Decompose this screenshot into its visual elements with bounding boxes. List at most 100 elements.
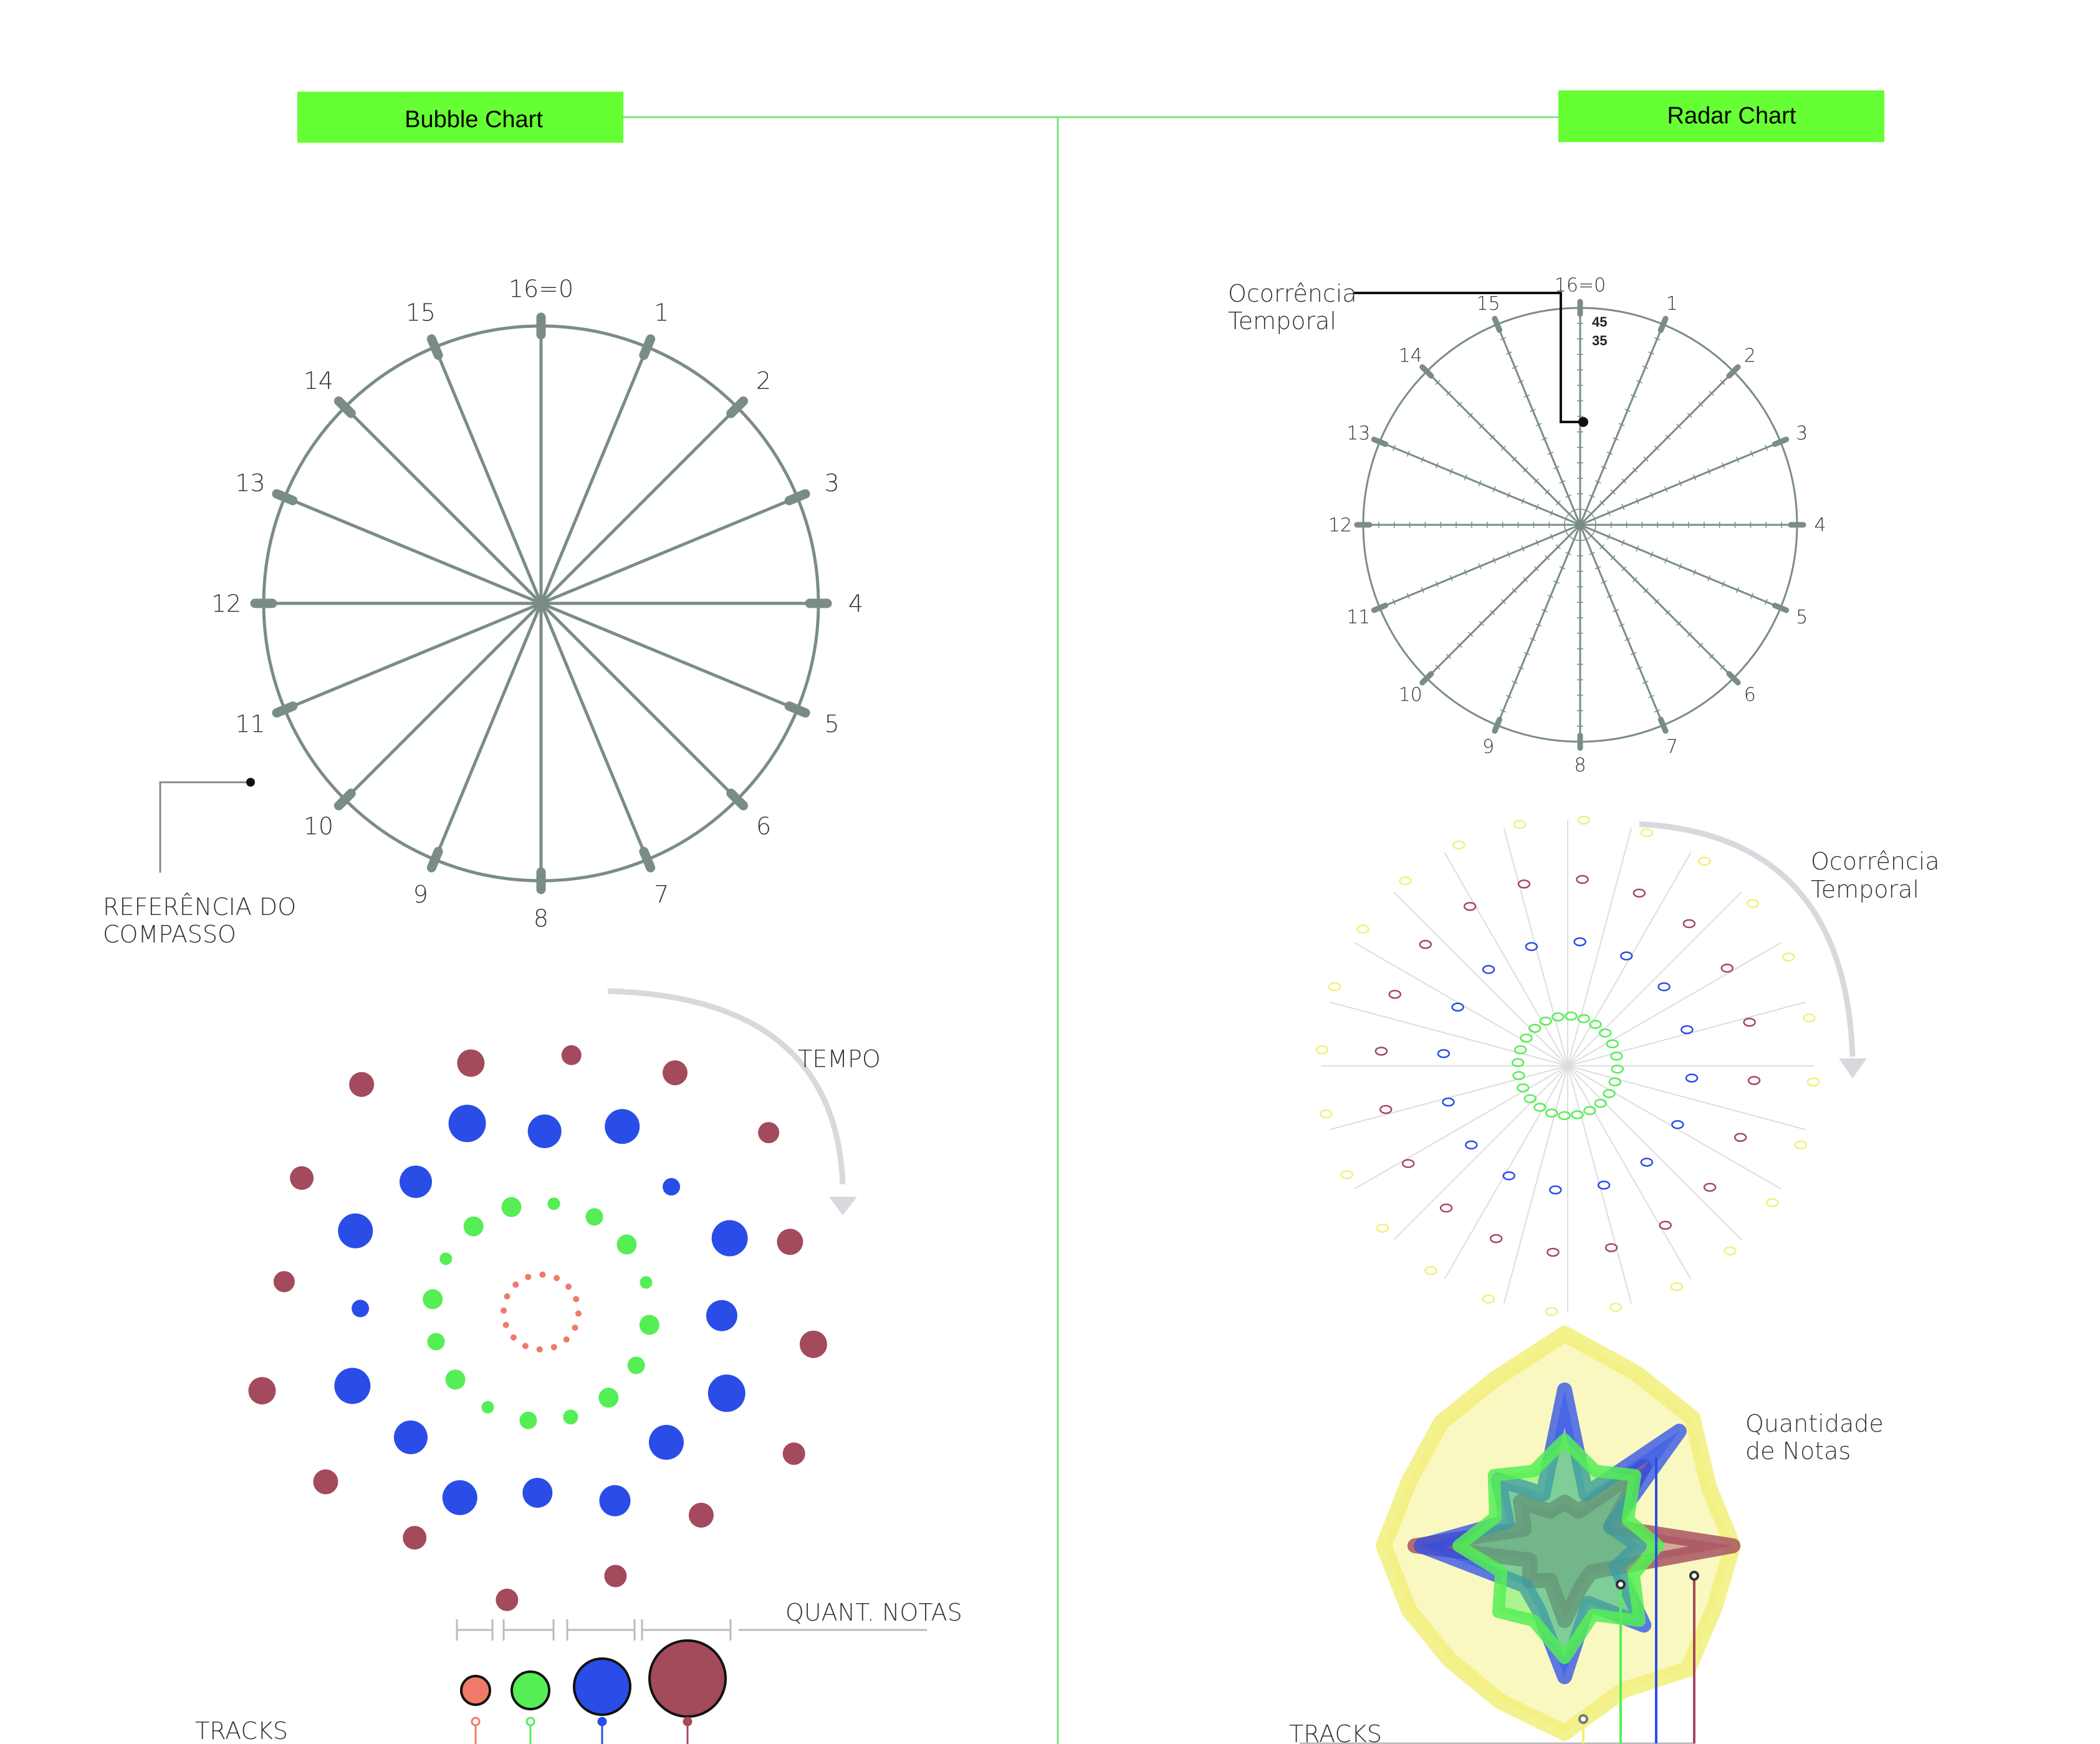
yellow-occurrence-marker: [1746, 899, 1760, 908]
clock-spoke: [540, 496, 798, 605]
clock-hour-mark: [1726, 364, 1741, 379]
blue-occurrence-marker: [1451, 1002, 1464, 1012]
clock-minor-tick: [1642, 365, 1649, 369]
green-occurrence-marker: [1611, 1064, 1624, 1074]
clock-minor-tick: [1665, 610, 1671, 615]
green-occurrence-marker: [1606, 1039, 1619, 1048]
blue-occurrence-marker: [1620, 951, 1633, 961]
clock-minor-tick: [1632, 577, 1637, 582]
blue-occurrence-marker: [1525, 942, 1538, 951]
maroon-occurrence-marker: [1743, 1017, 1756, 1027]
yellow-occurrence-marker: [1724, 1246, 1737, 1256]
clock-hour-mark: [639, 846, 656, 873]
scale-value-35: 35: [1592, 333, 1607, 348]
clock-minor-tick: [1707, 468, 1711, 475]
green-occurrence-marker: [1517, 1083, 1530, 1093]
green-occurrence-marker: [1512, 1071, 1525, 1080]
green-bubble: [639, 1315, 659, 1335]
clock-minor-tick: [1529, 408, 1536, 412]
quant-notas-scale: [456, 1619, 927, 1641]
reference-callout: REFERÊNCIA DO COMPASSO: [103, 778, 296, 948]
clock-label: 15: [406, 299, 436, 327]
clock-minor-tick: [1583, 537, 1589, 541]
reference-label-line1: REFERÊNCIA DO: [103, 893, 296, 921]
salmon-bubble: [575, 1310, 582, 1317]
clock-label: 10: [304, 812, 333, 840]
maroon-occurrence-marker: [1576, 874, 1589, 884]
clock-hour-mark: [333, 788, 356, 811]
clock-minor-tick: [1654, 337, 1661, 341]
clock-label: 13: [235, 469, 265, 497]
scatter-spoke: [1330, 1001, 1568, 1066]
occurrence-arrow-head: [1839, 1058, 1867, 1078]
blue-bubble: [448, 1104, 486, 1143]
clock-label: 2: [1744, 345, 1756, 367]
maroon-bubble: [688, 1502, 714, 1528]
green-bubble: [501, 1197, 522, 1217]
clock-minor-tick: [1566, 533, 1572, 539]
blue-bubble: [338, 1213, 373, 1248]
yellow-occurrence-marker: [1577, 815, 1591, 825]
clock-minor-tick: [1654, 598, 1660, 605]
maroon-bubble: [496, 1588, 519, 1611]
clock-label: 12: [1328, 515, 1352, 537]
clock-minor-tick: [1750, 593, 1754, 600]
clock-hour-mark: [1657, 716, 1669, 734]
clock-label: 16=0: [509, 275, 573, 302]
blue-bubble: [663, 1178, 681, 1196]
clock-minor-tick: [1610, 555, 1616, 560]
yellow-occurrence-marker: [1315, 1045, 1329, 1055]
clock-label: 2: [756, 367, 771, 395]
clock-spoke: [539, 603, 649, 861]
clock-minor-tick: [1698, 401, 1704, 407]
clock-minor-tick: [1541, 609, 1548, 613]
clock-minor-tick: [1533, 566, 1539, 572]
salmon-bubble: [573, 1296, 580, 1303]
clock-minor-tick: [1648, 351, 1655, 355]
clock-minor-tick: [1583, 509, 1589, 512]
clock-hour-mark: [1419, 671, 1434, 686]
yellow-occurrence-marker: [1340, 1170, 1353, 1179]
clock-hour-mark: [272, 489, 298, 505]
clock-minor-tick: [1687, 631, 1692, 637]
clock-hour-mark: [726, 788, 749, 811]
scatter-spoke: [1393, 1065, 1568, 1241]
clock-minor-tick: [1636, 380, 1643, 383]
clock-hour-mark: [784, 701, 810, 718]
clock-minor-tick: [1610, 489, 1616, 495]
scatter-spoke: [1567, 891, 1743, 1066]
bubble-header-title: Bubble Chart: [405, 107, 543, 133]
clock-spoke: [284, 496, 542, 605]
clock-minor-tick: [1541, 437, 1548, 441]
scatter-spoke: [1393, 891, 1568, 1066]
clock-minor-tick: [1594, 480, 1601, 484]
clock-minor-tick: [1500, 598, 1507, 605]
clock-hour-mark: [1772, 436, 1790, 448]
blue-occurrence-marker: [1437, 1049, 1450, 1058]
clock-minor-tick: [1535, 539, 1539, 546]
radar-occurrence-scatter: [1315, 815, 1820, 1316]
clock-minor-tick: [1571, 509, 1578, 512]
maroon-occurrence-marker: [1517, 879, 1531, 889]
maroon-occurrence-marker: [1464, 901, 1477, 911]
clock-minor-tick: [1490, 610, 1495, 615]
salmon-bubble: [510, 1334, 517, 1341]
clock-minor-tick: [1648, 694, 1655, 699]
clock-minor-tick: [1500, 445, 1507, 451]
clock-label: 9: [1482, 736, 1494, 758]
clock-minor-tick: [1564, 515, 1568, 522]
clock-minor-tick: [1650, 492, 1654, 499]
green-occurrence-marker: [1533, 1103, 1546, 1112]
yellow-occurrence-marker: [1766, 1198, 1779, 1207]
blue-occurrence-marker: [1640, 1157, 1654, 1167]
clock-minor-tick: [1630, 394, 1637, 398]
clock-minor-tick: [1607, 510, 1611, 516]
yellow-occurrence-marker: [1424, 1266, 1437, 1275]
maroon-bubble: [248, 1377, 276, 1405]
clock-minor-tick: [1512, 681, 1518, 684]
clock-minor-tick: [1435, 581, 1439, 588]
green-occurrence-marker: [1594, 1098, 1607, 1108]
yellow-quantity-shape: [1376, 1326, 1741, 1741]
clock-hour-mark: [272, 701, 298, 718]
